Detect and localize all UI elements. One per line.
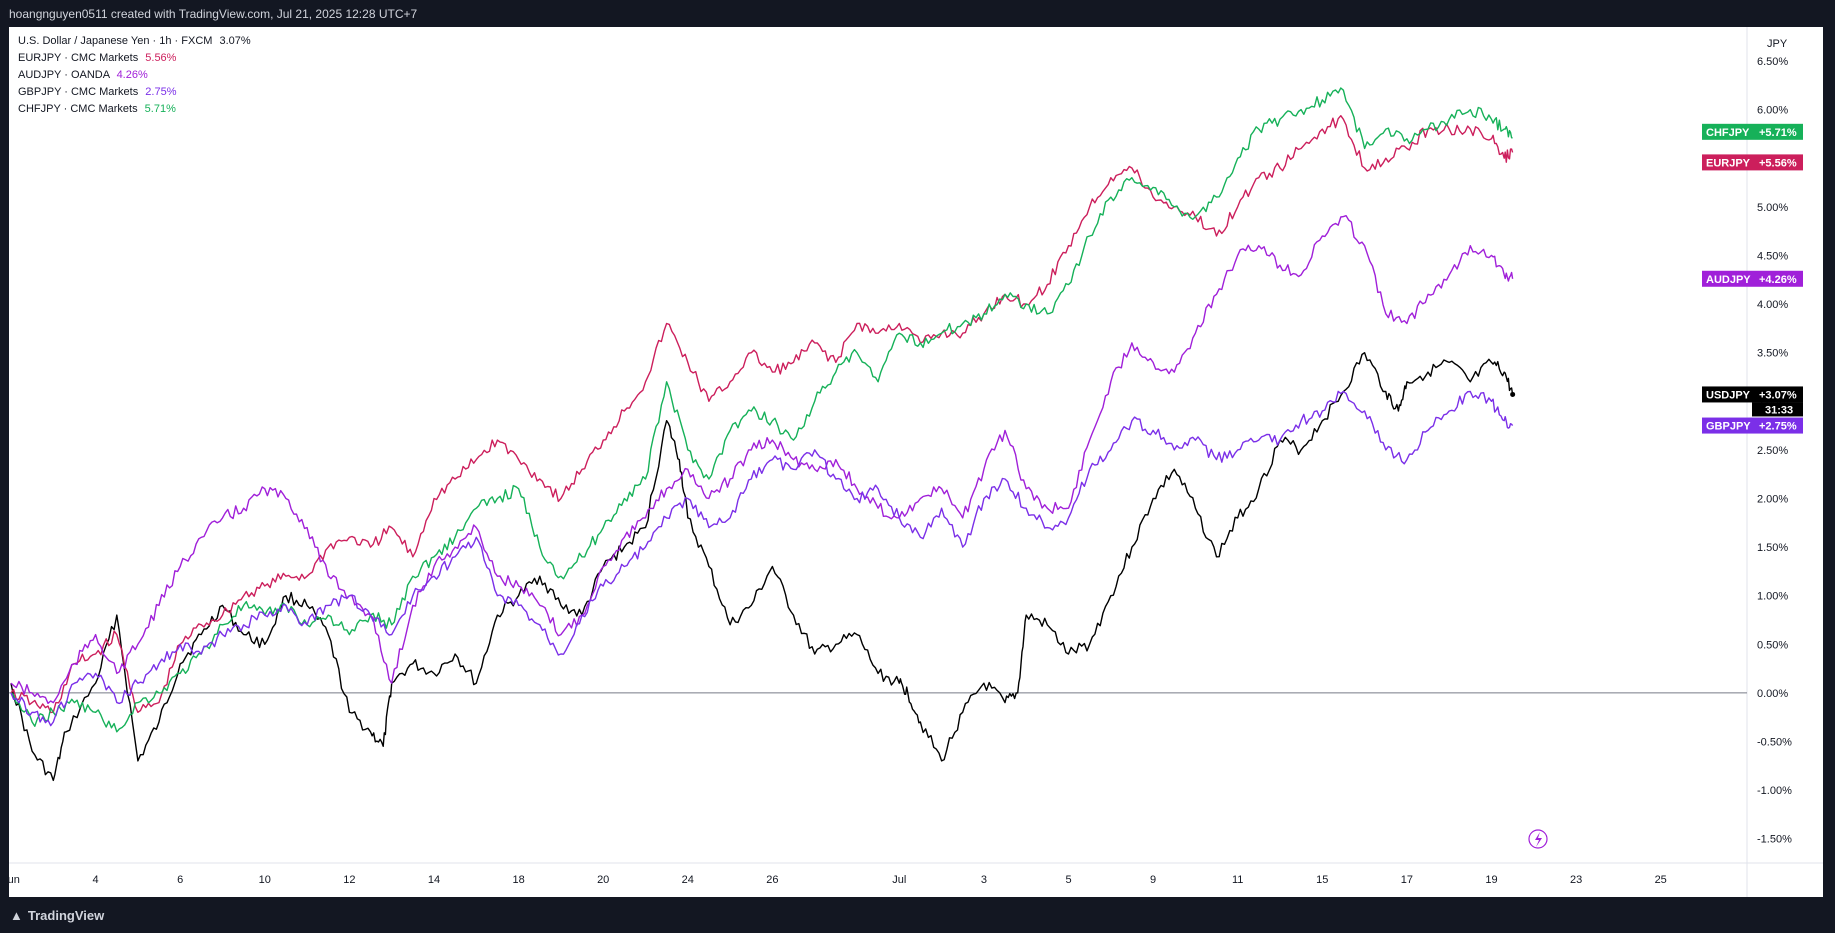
price-tag-bg [1702, 386, 1803, 403]
x-tick-label: 9 [1150, 874, 1156, 886]
price-tag-value: +3.07% [1759, 389, 1797, 401]
legend-row-audjpy[interactable]: AUDJPY · OANDA 4.26% [18, 67, 251, 84]
y-tick-label: 0.00% [1757, 688, 1788, 700]
chart-area[interactable]: -1.50% -1.00% -0.50% 0.00% 0.50% 1.00% 1.50% 2.… [9, 27, 1823, 897]
x-tick-label: 15 [1316, 874, 1328, 886]
series-line-chfjpy[interactable] [10, 87, 1513, 733]
price-tag-bg [1702, 154, 1803, 171]
price-tag-chfjpy: CHFJPY +5.71% [1702, 123, 1803, 140]
y-tick-label: 4.00% [1757, 299, 1788, 311]
price-tag-value: +4.26% [1759, 274, 1797, 286]
y-tick-label: -1.00% [1757, 785, 1792, 797]
price-tag-bg [1702, 417, 1803, 434]
usdjpy-last-point [1510, 391, 1516, 397]
price-tag-eurjpy: EURJPY +5.56% [1702, 154, 1803, 171]
x-tick-label: 26 [766, 874, 778, 886]
countdown-bg [1752, 402, 1803, 417]
x-tick-label: 12 [343, 874, 355, 886]
lightning-icon[interactable] [1528, 829, 1548, 849]
price-tag-value: +5.71% [1759, 127, 1797, 139]
y-tick-label: 3.50% [1757, 348, 1788, 360]
header-bar: hoangnguyen0511 created with TradingView… [0, 0, 1835, 27]
x-tick-label: Jun [9, 874, 20, 886]
tradingview-logo[interactable]: ▲ TradingView [10, 908, 104, 923]
x-tick-label: 10 [259, 874, 271, 886]
x-tick-label: 18 [512, 874, 524, 886]
y-tick-label: -1.50% [1757, 834, 1792, 846]
y-axis-label: JPY [1767, 38, 1788, 50]
legend-main-row[interactable]: U.S. Dollar / Japanese Yen · 1h · FXCM 3… [18, 33, 251, 50]
legend-label-eurjpy: EURJPY · CMC Markets [18, 52, 139, 64]
x-tick-label: 11 [1232, 874, 1243, 886]
legend-label-audjpy: AUDJPY · OANDA [18, 69, 110, 81]
x-tick-label: 5 [1065, 874, 1071, 886]
y-tick-label: 2.50% [1757, 445, 1788, 457]
price-tag-symbol: CHFJPY [1706, 127, 1750, 139]
tradingview-logo-text: TradingView [27, 908, 105, 923]
series-line-audjpy[interactable] [10, 215, 1514, 704]
price-tag-audjpy: AUDJPY +4.26% [1702, 270, 1803, 287]
legend-main-value: 3.07% [219, 35, 251, 47]
price-tag-symbol: AUDJPY [1706, 274, 1751, 286]
legend-label-gbpjpy: GBPJPY · CMC Markets [18, 86, 139, 98]
price-tag-bg [1702, 270, 1803, 287]
y-tick-label: 2.00% [1757, 493, 1788, 505]
legend-main-label: U.S. Dollar / Japanese Yen · 1h · FXCM [18, 35, 213, 47]
y-tick-label: 1.50% [1757, 542, 1788, 554]
creator-credit: hoangnguyen0511 created with TradingView… [9, 7, 418, 21]
x-tick-label: 14 [428, 874, 440, 886]
chart-svg[interactable]: -1.50% -1.00% -0.50% 0.00% 0.50% 1.00% 1.50% 2.… [9, 27, 1823, 897]
y-tick-label: 6.00% [1757, 105, 1788, 117]
x-tick-label: 23 [1570, 874, 1582, 886]
x-tick-label: 24 [682, 874, 694, 886]
x-tick-label: 20 [597, 874, 609, 886]
price-tag-value: +5.56% [1759, 157, 1797, 169]
y-tick-label: -0.50% [1757, 736, 1792, 748]
price-tag-usdjpy: USDJPY +3.07% 31:33 [1702, 386, 1803, 417]
legend-value-chfjpy: 5.71% [144, 103, 176, 115]
legend-value-eurjpy: 5.56% [145, 52, 177, 64]
legend-row-eurjpy[interactable]: EURJPY · CMC Markets 5.56% [18, 50, 251, 67]
footer-bar: ▲ TradingView [0, 897, 1835, 933]
y-tick-label: 6.50% [1757, 56, 1788, 68]
x-tick-label: Jul [892, 874, 906, 886]
x-tick-label: 19 [1485, 874, 1497, 886]
legend-label-chfjpy: CHFJPY · CMC Markets [18, 103, 138, 115]
x-tick-label: 4 [93, 874, 99, 886]
x-tick-label: 3 [981, 874, 987, 886]
legend-row-chfjpy[interactable]: CHFJPY · CMC Markets 5.71% [18, 101, 251, 118]
x-tick-label: 25 [1655, 874, 1667, 886]
series-line-usdjpy[interactable] [10, 352, 1514, 782]
legend-value-gbpjpy: 2.75% [145, 86, 177, 98]
y-tick-label: 1.00% [1757, 591, 1788, 603]
x-tick-label: 17 [1401, 874, 1413, 886]
tradingview-logo-icon: ▲ [10, 908, 23, 923]
price-tag-gbpjpy: GBPJPY +2.75% [1702, 417, 1803, 434]
legend-value-audjpy: 4.26% [116, 69, 148, 81]
x-tick-label: 6 [177, 874, 183, 886]
y-tick-label: 0.50% [1757, 639, 1788, 651]
legend-row-gbpjpy[interactable]: GBPJPY · CMC Markets 2.75% [18, 84, 251, 101]
series-line-eurjpy[interactable] [10, 115, 1514, 714]
price-tag-symbol: USDJPY [1706, 389, 1751, 401]
price-tag-value: +2.75% [1759, 421, 1797, 433]
countdown-text: 31:33 [1765, 404, 1793, 416]
price-tag-bg [1702, 123, 1803, 140]
y-tick-label: 5.00% [1757, 202, 1788, 214]
lightning-bolt-icon [1535, 832, 1542, 847]
series-line-gbpjpy[interactable] [10, 390, 1514, 727]
legend: U.S. Dollar / Japanese Yen · 1h · FXCM 3… [18, 33, 251, 118]
y-tick-label: 4.50% [1757, 250, 1788, 262]
price-tag-symbol: GBPJPY [1706, 421, 1751, 433]
price-tag-symbol: EURJPY [1706, 157, 1751, 169]
